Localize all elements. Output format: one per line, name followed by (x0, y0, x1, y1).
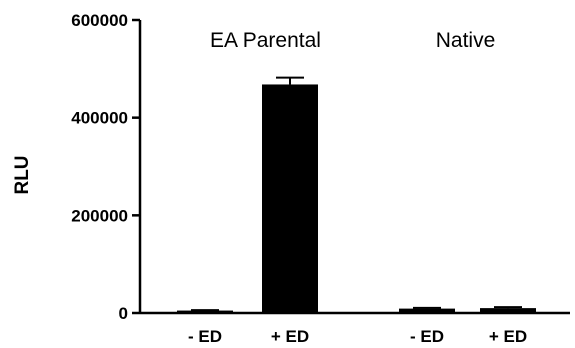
group-label: Native (436, 29, 496, 52)
bar (262, 84, 318, 314)
bars (177, 76, 536, 314)
axes (132, 18, 570, 315)
y-tick-label: 0 (119, 304, 128, 323)
x-category-label: - ED (410, 327, 444, 346)
y-tick-label: 600000 (71, 11, 128, 30)
group-label: EA Parental (210, 29, 321, 52)
bar (177, 310, 233, 313)
y-tick-label: 200000 (71, 206, 128, 225)
x-category-label: - ED (188, 327, 222, 346)
y-axis-title: RLU (12, 155, 33, 194)
y-tick-label: 400000 (71, 109, 128, 128)
x-category-label: + ED (271, 327, 309, 346)
labels: 0 200000 400000 600000 - ED + ED EA Parental - … (71, 11, 527, 346)
bar (480, 308, 536, 313)
x-category-label: + ED (489, 327, 527, 346)
bar (399, 308, 455, 313)
